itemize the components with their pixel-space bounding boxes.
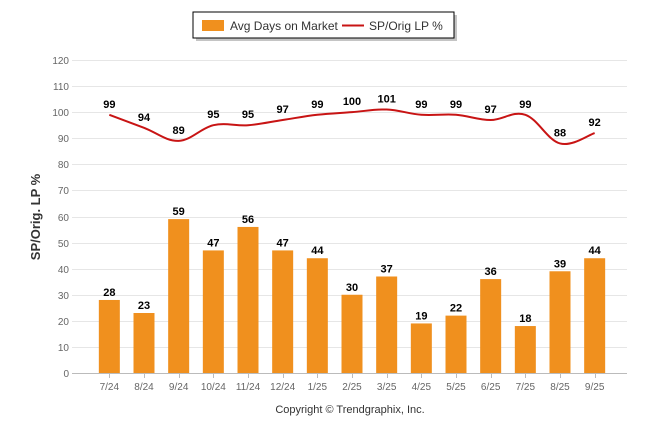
line-data-label: 95	[242, 109, 254, 121]
line-data-label: 94	[138, 112, 151, 124]
bar	[445, 315, 467, 373]
x-tick-label: 10/24	[201, 382, 226, 393]
x-axis-ticks: 7/24 8/24 9/24 10/24 11/24 12/24 1/25 2/25 3/25 4…	[100, 373, 605, 393]
bar	[202, 250, 224, 373]
x-tick-label: 11/24	[236, 382, 261, 393]
y-tick-label: 50	[58, 239, 70, 250]
bar-series	[98, 219, 606, 373]
bar-data-label: 47	[207, 237, 219, 249]
bar-data-label: 47	[277, 237, 289, 249]
bar	[376, 276, 398, 373]
bar-data-label: 44	[589, 245, 602, 257]
y-axis-ticks: 0 10 20 30 40 50 60 70 80 90 100 110 120	[52, 56, 69, 380]
data-labels: 28 23 59 47 56 47 44 30 37 19 22 36 18 39 44 99 94 89 95 95…	[103, 94, 601, 325]
x-tick-label: 8/24	[134, 382, 154, 393]
legend: Avg Days on Market SP/Orig LP %	[192, 11, 457, 41]
line-data-label: 101	[377, 94, 395, 106]
y-tick-label: 100	[52, 108, 69, 119]
y-tick-label: 90	[58, 134, 70, 145]
x-tick-label: 1/25	[308, 382, 328, 393]
x-tick-label: 3/25	[377, 382, 397, 393]
x-tick-label: 6/25	[481, 382, 501, 393]
y-tick-label: 30	[58, 291, 70, 302]
y-tick-label: 0	[63, 369, 69, 380]
x-tick-label: 4/25	[412, 382, 432, 393]
line-data-label: 99	[519, 99, 531, 111]
y-axis-title: SP/Orig. LP %	[28, 173, 43, 260]
bar-data-label: 23	[138, 300, 150, 312]
bar	[410, 323, 432, 373]
x-tick-label: 7/24	[100, 382, 120, 393]
legend-label-bars: Avg Days on Market	[230, 19, 338, 33]
line-data-label: 95	[207, 109, 219, 121]
bar	[341, 294, 363, 373]
bar	[272, 250, 294, 373]
bar	[584, 258, 606, 373]
legend-label-line: SP/Orig LP %	[369, 19, 443, 33]
bar-data-label: 22	[450, 303, 462, 315]
x-tick-label: 2/25	[342, 382, 362, 393]
y-tick-label: 110	[53, 82, 69, 93]
y-tick-label: 70	[58, 186, 70, 197]
line-data-label: 99	[103, 99, 115, 111]
line-data-label: 99	[450, 99, 462, 111]
bar	[306, 258, 328, 373]
line-data-label: 99	[311, 99, 323, 111]
line-path	[108, 108, 596, 146]
bar	[98, 299, 120, 373]
legend-swatch-bars	[202, 20, 224, 31]
y-tick-label: 80	[58, 160, 70, 171]
x-tick-label: 7/25	[516, 382, 536, 393]
copyright-credit: Copyright © Trendgraphix, Inc.	[275, 404, 424, 416]
x-tick-label: 8/25	[550, 382, 570, 393]
bar-data-label: 19	[415, 310, 427, 322]
y-tick-label: 40	[58, 265, 70, 276]
y-tick-label: 120	[52, 56, 69, 67]
bar-data-label: 37	[381, 263, 393, 275]
y-tick-label: 60	[58, 213, 70, 224]
line-data-label: 88	[554, 127, 566, 139]
bar	[133, 313, 155, 373]
bar	[549, 271, 571, 373]
bar-data-label: 56	[242, 214, 254, 226]
bar-data-label: 59	[173, 206, 185, 218]
bar	[237, 226, 259, 373]
line-data-label: 100	[343, 96, 361, 108]
bar-data-label: 39	[554, 258, 566, 270]
bar	[514, 326, 536, 373]
x-tick-label: 9/25	[585, 382, 605, 393]
line-data-label: 97	[277, 104, 289, 116]
line-data-label: 92	[589, 117, 601, 129]
x-tick-label: 5/25	[446, 382, 466, 393]
x-tick-label: 12/24	[270, 382, 295, 393]
y-tick-label: 10	[58, 343, 70, 354]
bar-data-label: 44	[311, 245, 324, 257]
bar	[480, 279, 502, 373]
line-series	[108, 108, 596, 146]
line-data-label: 89	[173, 125, 185, 137]
bar	[168, 219, 190, 373]
legend-box	[192, 11, 455, 39]
bar-data-label: 36	[485, 266, 497, 278]
line-data-label: 99	[415, 99, 427, 111]
bar-data-label: 30	[346, 282, 358, 294]
bar-data-label: 28	[103, 287, 115, 299]
y-tick-label: 20	[58, 317, 70, 328]
x-tick-label: 9/24	[169, 382, 189, 393]
bar-data-label: 18	[519, 313, 531, 325]
line-data-label: 97	[485, 104, 497, 116]
